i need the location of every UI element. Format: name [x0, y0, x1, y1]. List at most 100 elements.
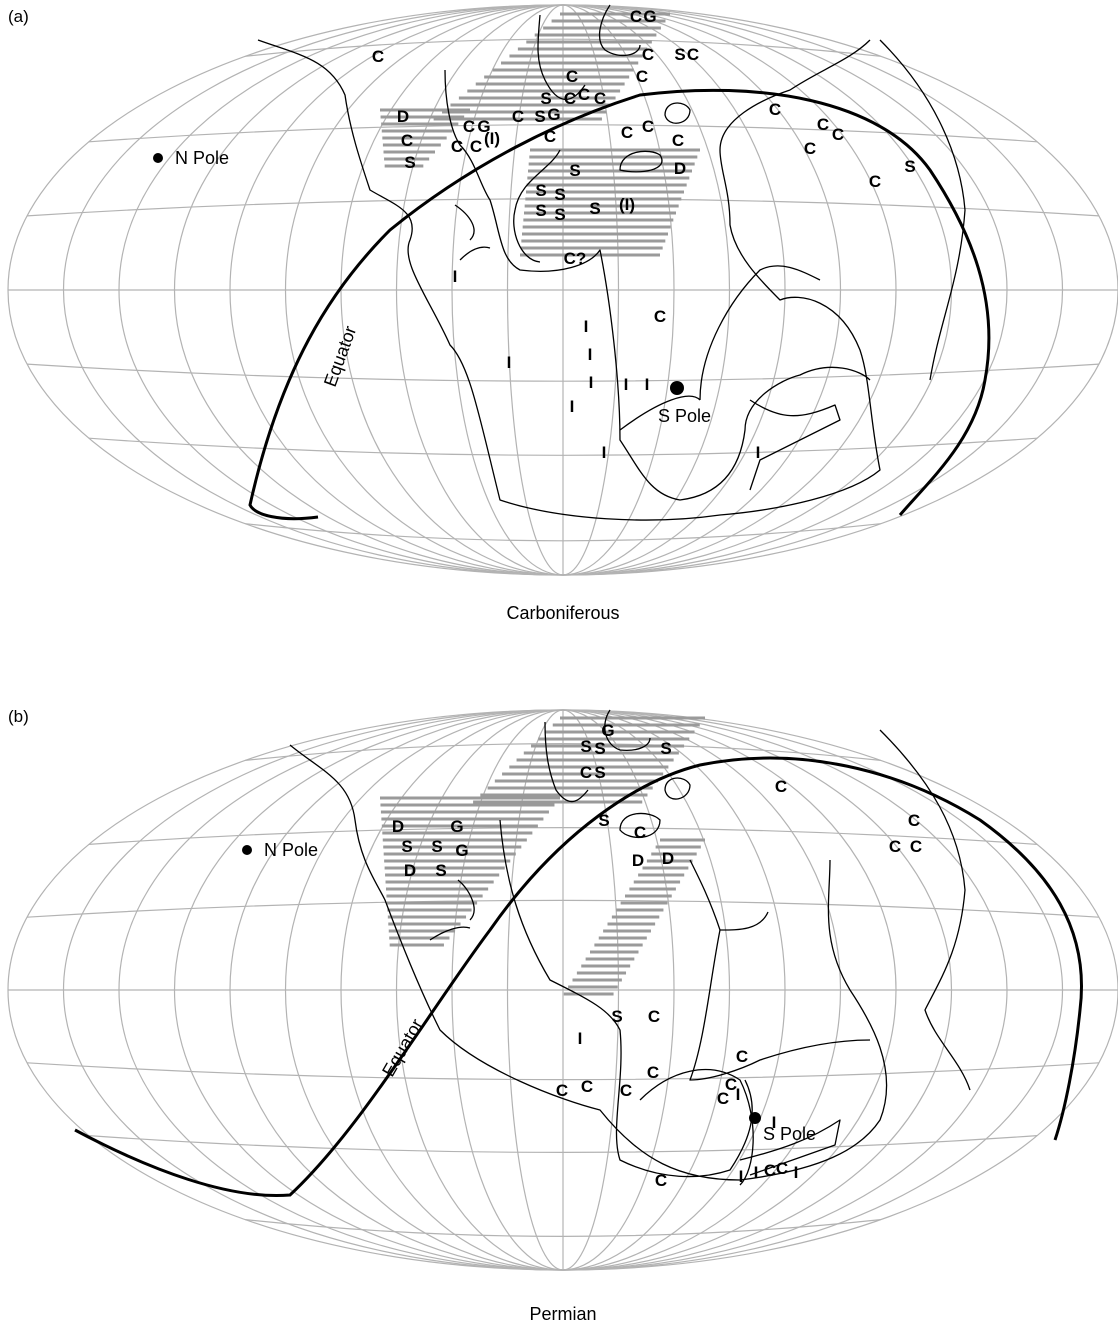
panel-b-graticule [7, 709, 1118, 1271]
panel-a-north-pole-marker [153, 153, 163, 163]
climate-symbol: S [598, 811, 609, 830]
panel-a-coastlines [257, 4, 966, 521]
climate-symbol: S [589, 199, 600, 218]
panel-a-label: (a) [8, 7, 29, 26]
climate-symbol: C [634, 823, 646, 842]
climate-symbol: (I) [619, 195, 635, 214]
panel-b-caption: Permian [529, 1304, 596, 1324]
panel-b-north-pole-label: N Pole [264, 840, 318, 860]
climate-symbol: C [566, 67, 578, 86]
climate-symbol: G [643, 7, 656, 26]
panel-b-coastlines [289, 709, 971, 1186]
climate-symbol: S [534, 107, 545, 126]
climate-symbol: S [580, 737, 591, 756]
climate-symbol: G [450, 817, 463, 836]
climate-symbol: C [764, 1161, 776, 1180]
climate-symbol: D [662, 849, 674, 868]
climate-symbol: I [589, 373, 594, 392]
climate-symbol: C [655, 1171, 667, 1190]
climate-symbol: S [611, 1007, 622, 1026]
climate-symbol: C [769, 100, 781, 119]
climate-symbol: C [736, 1047, 748, 1066]
climate-symbol: C [654, 307, 666, 326]
climate-symbol: C [578, 85, 590, 104]
climate-symbol: I [772, 1113, 777, 1132]
climate-symbol: C? [564, 249, 587, 268]
climate-symbol: S [660, 739, 671, 758]
climate-symbol: D [392, 817, 404, 836]
climate-symbol: C [451, 137, 463, 156]
climate-symbol: S [554, 185, 565, 204]
climate-symbol: C [564, 89, 576, 108]
climate-symbol: C [581, 1077, 593, 1096]
panel-b-label: (b) [8, 707, 29, 726]
climate-symbol: S [404, 153, 415, 172]
panel-a-equator-line [248, 88, 991, 521]
panel-b-north-pole-marker [242, 845, 252, 855]
climate-symbol: S [594, 739, 605, 758]
climate-symbol: C [672, 131, 684, 150]
climate-symbol: C [642, 45, 654, 64]
climate-symbol: S [540, 89, 551, 108]
panel-b-evaporite-hatching [380, 716, 705, 996]
climate-symbol: C [869, 172, 881, 191]
climate-symbol: C [647, 1063, 659, 1082]
climate-symbol: C [648, 1007, 660, 1026]
climate-symbol: C [817, 115, 829, 134]
climate-symbol: G [547, 105, 560, 124]
climate-symbol: D [397, 107, 409, 126]
climate-symbol: D [404, 861, 416, 880]
climate-symbol: C [556, 1081, 568, 1100]
climate-symbol: S [535, 201, 546, 220]
climate-symbol: C [470, 137, 482, 156]
climate-symbol: S [401, 837, 412, 856]
climate-symbol: C [630, 7, 642, 26]
climate-symbol: I [756, 443, 761, 462]
climate-symbol: S [904, 157, 915, 176]
climate-symbol: G [455, 841, 468, 860]
climate-symbol: D [632, 851, 644, 870]
panel-b-equator-label: Equator [378, 1015, 427, 1080]
climate-symbol: C [776, 1159, 788, 1178]
climate-symbol: C [636, 67, 648, 86]
climate-symbol: C [580, 763, 592, 782]
climate-symbol: I [645, 375, 650, 394]
climate-symbol: C [621, 123, 633, 142]
climate-symbol: C [717, 1089, 729, 1108]
climate-symbol: I [794, 1163, 799, 1182]
climate-symbol: C [804, 139, 816, 158]
climate-symbol: S [554, 205, 565, 224]
climate-symbol: I [453, 267, 458, 286]
panel-b-south-pole-marker [749, 1112, 761, 1124]
climate-symbol: C [908, 811, 920, 830]
panel-b-equator-line [74, 756, 1083, 1198]
climate-symbol: I [602, 443, 607, 462]
climate-symbol: C [910, 837, 922, 856]
climate-symbol: C [642, 117, 654, 136]
panel-a-caption: Carboniferous [506, 603, 619, 623]
climate-symbol: C [832, 125, 844, 144]
climate-symbol: I [584, 317, 589, 336]
climate-symbol: I [624, 375, 629, 394]
climate-symbol: C [620, 1081, 632, 1100]
climate-symbol: S [431, 837, 442, 856]
climate-symbol: S [569, 161, 580, 180]
climate-symbol: C [463, 117, 475, 136]
panel-b-south-pole-label: S Pole [763, 1124, 816, 1144]
climate-symbol: C [889, 837, 901, 856]
climate-symbol: D [674, 159, 686, 178]
climate-symbol: I [736, 1085, 741, 1104]
panel-a-north-pole-label: N Pole [175, 148, 229, 168]
panel-a-south-pole-label: S Pole [658, 406, 711, 426]
climate-symbol: S [594, 763, 605, 782]
climate-symbol: I [754, 1163, 759, 1182]
climate-symbol: (I) [484, 129, 500, 148]
climate-symbol: C [401, 131, 413, 150]
climate-symbol: C [687, 45, 699, 64]
climate-symbol: I [578, 1029, 583, 1048]
climate-symbol: C [372, 47, 384, 66]
